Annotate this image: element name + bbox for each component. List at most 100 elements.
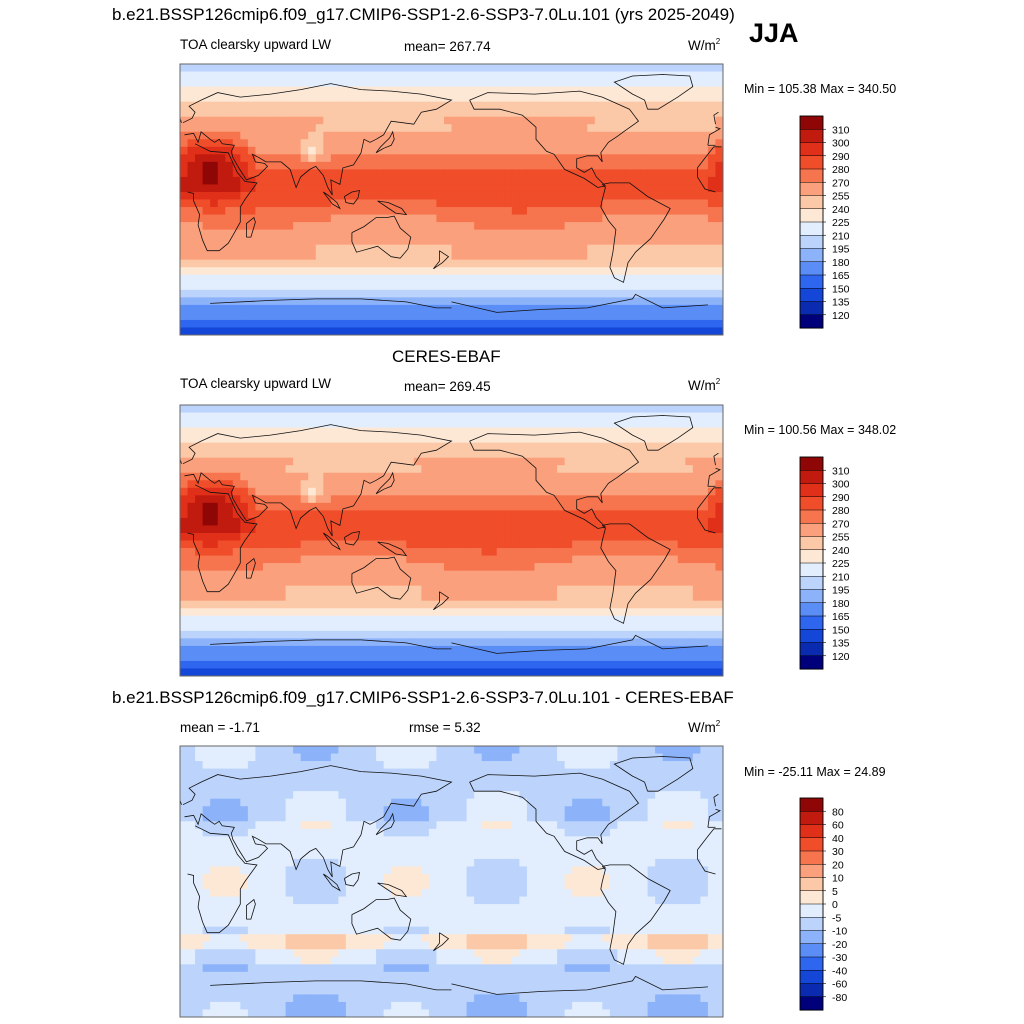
colorbar-box — [799, 890, 824, 905]
colorbar-tick-label: 10 — [832, 873, 844, 885]
colorbar-tick-label: -30 — [832, 952, 847, 964]
colorbar-box — [799, 655, 824, 670]
colorbar-tick-label: 195 — [832, 244, 850, 256]
colorbar-box — [799, 837, 824, 852]
colorbar-box — [799, 221, 824, 236]
colorbar-tick-label: 290 — [832, 492, 850, 504]
colorbar-tick-label: 30 — [832, 846, 844, 858]
colorbar-tick-label: 195 — [832, 585, 850, 597]
colorbar-tick-label: -80 — [832, 992, 847, 1004]
panel1-minmax: Min = 105.38 Max = 340.50 — [744, 82, 897, 96]
colorbar-tick-label: 270 — [832, 177, 850, 189]
colorbar-tick-label: 210 — [832, 571, 850, 583]
colorbar-box — [799, 615, 824, 630]
colorbar-tick-label: -40 — [832, 965, 847, 977]
panel2-variable: TOA clearsky upward LW — [180, 376, 332, 391]
panel1-units: W/m2 — [688, 37, 721, 53]
colorbar-box — [799, 155, 824, 170]
map-frame — [179, 745, 724, 1018]
coastlines — [180, 756, 722, 995]
colorbar-tick-label: 150 — [832, 283, 850, 295]
panel1-variable: TOA clearsky upward LW — [180, 37, 332, 52]
map-frame — [179, 404, 724, 677]
colorbar-box — [799, 970, 824, 985]
colorbar-tick-label: 225 — [832, 217, 850, 229]
field-cells — [180, 746, 723, 1017]
colorbar-tick-label: 270 — [832, 518, 850, 530]
colorbar-box — [799, 642, 824, 657]
colorbar-tick-label: 280 — [832, 505, 850, 517]
colorbar-box — [799, 483, 824, 498]
colorbar-tick-label: 310 — [832, 124, 850, 136]
colorbar-box — [799, 509, 824, 524]
panel2-units: W/m2 — [688, 377, 721, 393]
panel3-units: W/m2 — [688, 719, 721, 735]
colorbar-tick-label: 135 — [832, 297, 850, 309]
colorbar-box — [799, 470, 824, 485]
colorbar-box — [799, 589, 824, 604]
colorbar-box — [799, 983, 824, 998]
colorbar-tick-label: 0 — [832, 899, 838, 911]
colorbar-box — [799, 576, 824, 591]
colorbar-box — [799, 549, 824, 564]
map-frame — [179, 63, 724, 336]
colorbar-box — [799, 996, 824, 1011]
colorbar-tick-label: 120 — [832, 651, 850, 663]
colorbar-box — [799, 248, 824, 263]
colorbar-box — [799, 536, 824, 551]
colorbar-box — [799, 602, 824, 617]
colorbar-box — [799, 142, 824, 157]
panel3-mean: mean = -1.71 — [180, 720, 260, 735]
colorbar-tick-label: 5 — [832, 886, 838, 898]
colorbar-box — [799, 917, 824, 932]
colorbar-tick-label: 240 — [832, 204, 850, 216]
colorbar-box — [799, 850, 824, 865]
colorbar-tick-label: 180 — [832, 598, 850, 610]
colorbar-box — [799, 943, 824, 958]
colorbar-tick-label: 180 — [832, 257, 850, 269]
colorbar-box — [799, 903, 824, 918]
colorbar-box — [799, 456, 824, 471]
colorbar-tick-label: 300 — [832, 138, 850, 150]
map-panel-1 — [179, 63, 724, 336]
colorbar-box — [799, 182, 824, 197]
map-panel-2 — [179, 404, 724, 677]
colorbar-box — [799, 930, 824, 945]
colorbar-tick-label: -5 — [832, 912, 841, 924]
colorbar-tick-label: 210 — [832, 230, 850, 242]
colorbar-tick-label: 255 — [832, 532, 850, 544]
colorbar-tick-label: 165 — [832, 611, 850, 623]
colorbar-tick-label: 150 — [832, 624, 850, 636]
colorbar-tick-label: 40 — [832, 833, 844, 845]
colorbar-tick-label: 300 — [832, 479, 850, 491]
panel2-mean: mean= 269.45 — [404, 379, 491, 394]
colorbar-box — [799, 523, 824, 538]
field-cells — [180, 405, 723, 676]
coastlines — [180, 415, 722, 654]
colorbar-tick-label: 20 — [832, 859, 844, 871]
colorbar-box — [799, 811, 824, 826]
colorbar-tick-label: -20 — [832, 939, 847, 951]
colorbar-box — [799, 235, 824, 250]
colorbar-box — [799, 208, 824, 223]
panel3-rmse: rmse = 5.32 — [409, 720, 481, 735]
season-label: JJA — [749, 18, 799, 48]
colorbar-box — [799, 129, 824, 144]
colorbar-box — [799, 168, 824, 183]
colorbar-box — [799, 877, 824, 892]
panel1-mean: mean= 267.74 — [404, 39, 491, 54]
colorbar-box — [799, 115, 824, 130]
colorbar-tick-label: 225 — [832, 558, 850, 570]
colorbar-tick-label: -10 — [832, 926, 847, 938]
panel2-minmax: Min = 100.56 Max = 348.02 — [744, 423, 897, 437]
main-title: b.e21.BSSP126cmip6.f09_g17.CMIP6-SSP1-2.… — [112, 5, 735, 24]
colorbar-box — [799, 956, 824, 971]
colorbar-box — [799, 274, 824, 289]
colorbar-tick-label: 290 — [832, 151, 850, 163]
colorbar-tick-label: 80 — [832, 806, 844, 818]
colorbar-box — [799, 195, 824, 210]
colorbar-tick-label: 255 — [832, 191, 850, 203]
